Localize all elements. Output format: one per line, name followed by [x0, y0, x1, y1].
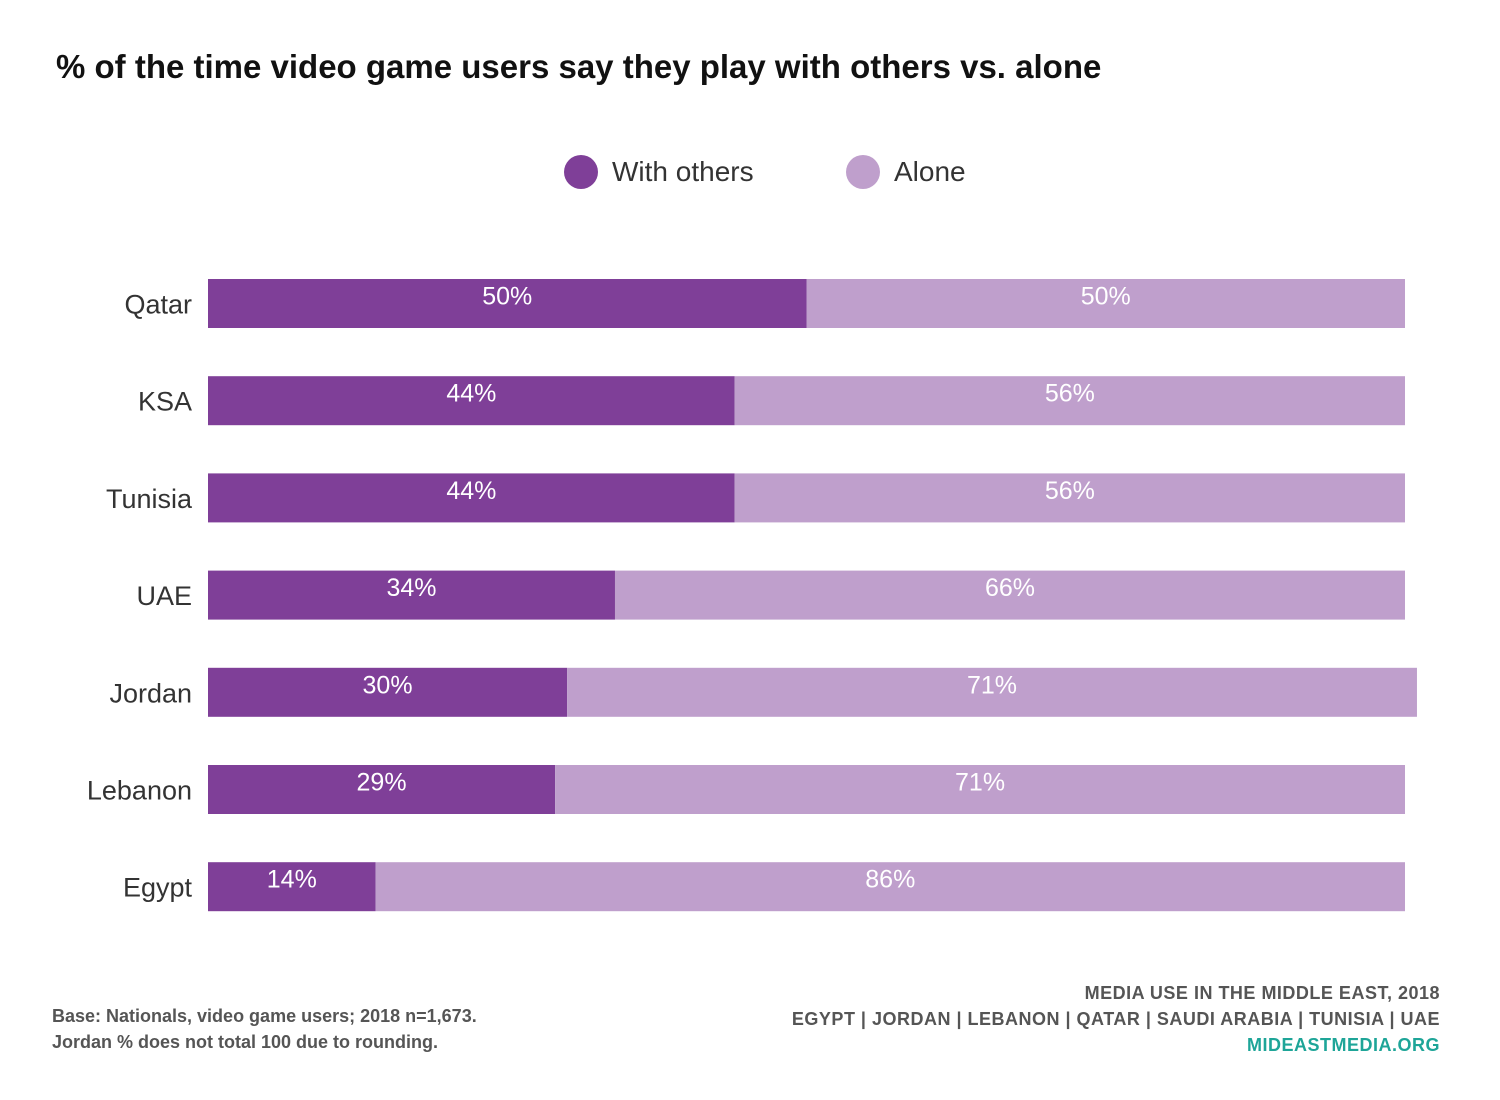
category-label-ksa: KSA	[138, 387, 192, 417]
chart-title: % of the time video game users say they …	[56, 48, 1102, 85]
bar-alone-qatar	[806, 279, 1405, 328]
data-label-alone-lebanon: 71%	[955, 769, 1005, 797]
source-title: MEDIA USE IN THE MIDDLE EAST, 2018	[1084, 983, 1440, 1003]
footnote-rounding: Jordan % does not total 100 due to round…	[52, 1032, 439, 1052]
data-label-with-others-tunisia: 44%	[446, 477, 496, 505]
source-countries: EGYPT | JORDAN | LEBANON | QATAR | SAUDI…	[791, 1009, 1440, 1029]
data-label-with-others-ksa: 44%	[446, 380, 496, 408]
category-label-jordan: Jordan	[109, 678, 192, 708]
data-label-alone-jordan: 71%	[967, 671, 1017, 699]
bar-with-others-qatar	[208, 279, 807, 328]
legend-swatch-alone	[846, 155, 880, 189]
source-credit: MEDIA USE IN THE MIDDLE EAST, 2018 EGYPT…	[792, 980, 1440, 1058]
legend-label-with-others: With others	[612, 156, 754, 187]
category-label-qatar: Qatar	[124, 290, 192, 320]
data-label-alone-tunisia: 56%	[1045, 477, 1095, 505]
chart-legend: With others Alone	[0, 155, 1500, 195]
data-label-with-others-qatar: 50%	[482, 283, 532, 311]
category-label-lebanon: Lebanon	[87, 776, 192, 806]
data-label-with-others-jordan: 30%	[363, 671, 413, 699]
source-site: MIDEASTMEDIA.ORG	[1246, 1035, 1440, 1055]
bar-alone-jordan	[567, 667, 1417, 717]
data-label-alone-egypt: 86%	[865, 866, 915, 894]
legend-item-alone: Alone	[846, 155, 966, 189]
footnote: Base: Nationals, video game users; 2018 …	[52, 1003, 477, 1055]
data-label-with-others-lebanon: 29%	[357, 769, 407, 797]
data-label-with-others-uae: 34%	[386, 574, 436, 602]
data-label-alone-uae: 66%	[985, 574, 1035, 602]
data-label-alone-ksa: 56%	[1045, 380, 1095, 408]
legend-label-alone: Alone	[894, 156, 966, 187]
bar-with-others-egypt	[208, 862, 376, 912]
bar-with-others-ksa	[208, 376, 735, 426]
bar-with-others-jordan	[208, 667, 568, 717]
category-label-egypt: Egypt	[123, 873, 193, 903]
bar-alone-ksa	[734, 376, 1405, 426]
bar-alone-lebanon	[555, 765, 1405, 814]
legend-swatch-with-others	[564, 155, 598, 189]
footnote-base: Base: Nationals, video game users; 2018 …	[52, 1006, 477, 1026]
bar-alone-egypt	[375, 862, 1406, 912]
bar-alone-tunisia	[734, 473, 1405, 523]
bar-with-others-uae	[208, 570, 615, 620]
category-label-uae: UAE	[136, 581, 192, 611]
bar-with-others-tunisia	[208, 473, 735, 523]
category-label-tunisia: Tunisia	[106, 484, 193, 514]
data-label-alone-qatar: 50%	[1081, 283, 1131, 311]
bar-with-others-lebanon	[208, 765, 556, 814]
data-label-with-others-egypt: 14%	[267, 866, 317, 894]
bar-alone-uae	[614, 570, 1405, 620]
legend-item-with-others: With others	[564, 155, 754, 189]
